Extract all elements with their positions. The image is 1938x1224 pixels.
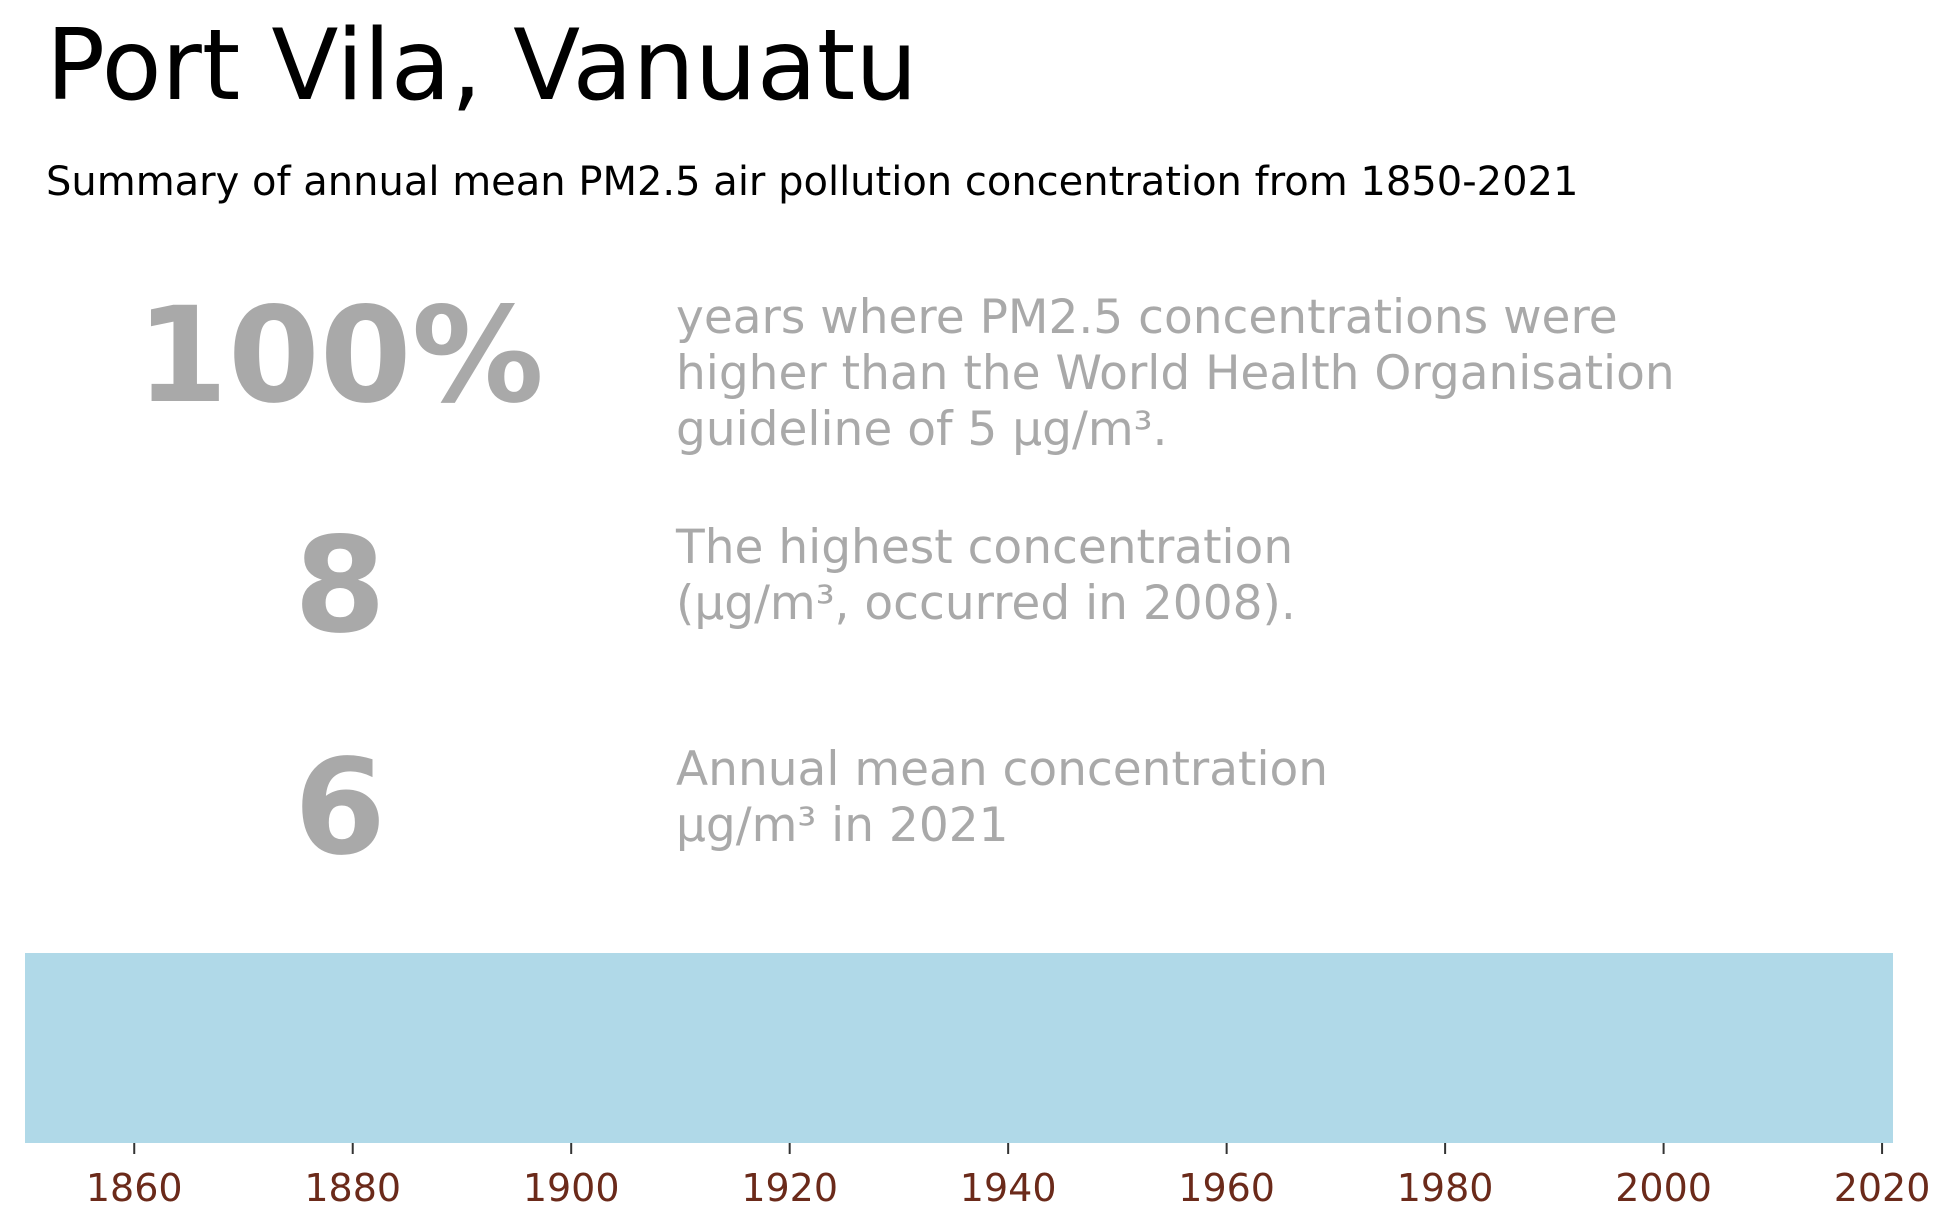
page-subtitle: Summary of annual mean PM2.5 air polluti… — [46, 159, 1579, 205]
x-tick-label-2000: 2000 — [1615, 1166, 1712, 1210]
x-tick-label-1980: 1980 — [1397, 1166, 1494, 1210]
stripe-layer — [25, 953, 1893, 1143]
x-tick-label-1920: 1920 — [741, 1166, 838, 1210]
x-tick-label-2020: 2020 — [1834, 1166, 1931, 1210]
x-tick-label-1960: 1960 — [1178, 1166, 1275, 1210]
stat-desc-highest: The highest concentration (µg/m³, occurr… — [676, 520, 1296, 631]
stat-value-exceedance: 100% — [136, 279, 544, 433]
stat-desc-latest: Annual mean concentration µg/m³ in 2021 — [676, 742, 1329, 853]
page-title: Port Vila, Vanuatu — [46, 9, 918, 123]
x-tick-label-1860: 1860 — [86, 1166, 183, 1210]
x-tick-label-1880: 1880 — [304, 1166, 401, 1210]
x-tick-label-1900: 1900 — [523, 1166, 620, 1210]
x-tick-label-1940: 1940 — [960, 1166, 1057, 1210]
stat-value-highest: 8 — [294, 509, 386, 663]
stat-desc-exceedance: years where PM2.5 concentrations were hi… — [676, 290, 1675, 457]
stripe-band-0 — [25, 953, 1893, 1143]
stat-value-latest: 6 — [294, 731, 386, 885]
x-axis: 1860 1880 1900 1920 1940 1960 1980 2000 2020 — [86, 1143, 1931, 1210]
